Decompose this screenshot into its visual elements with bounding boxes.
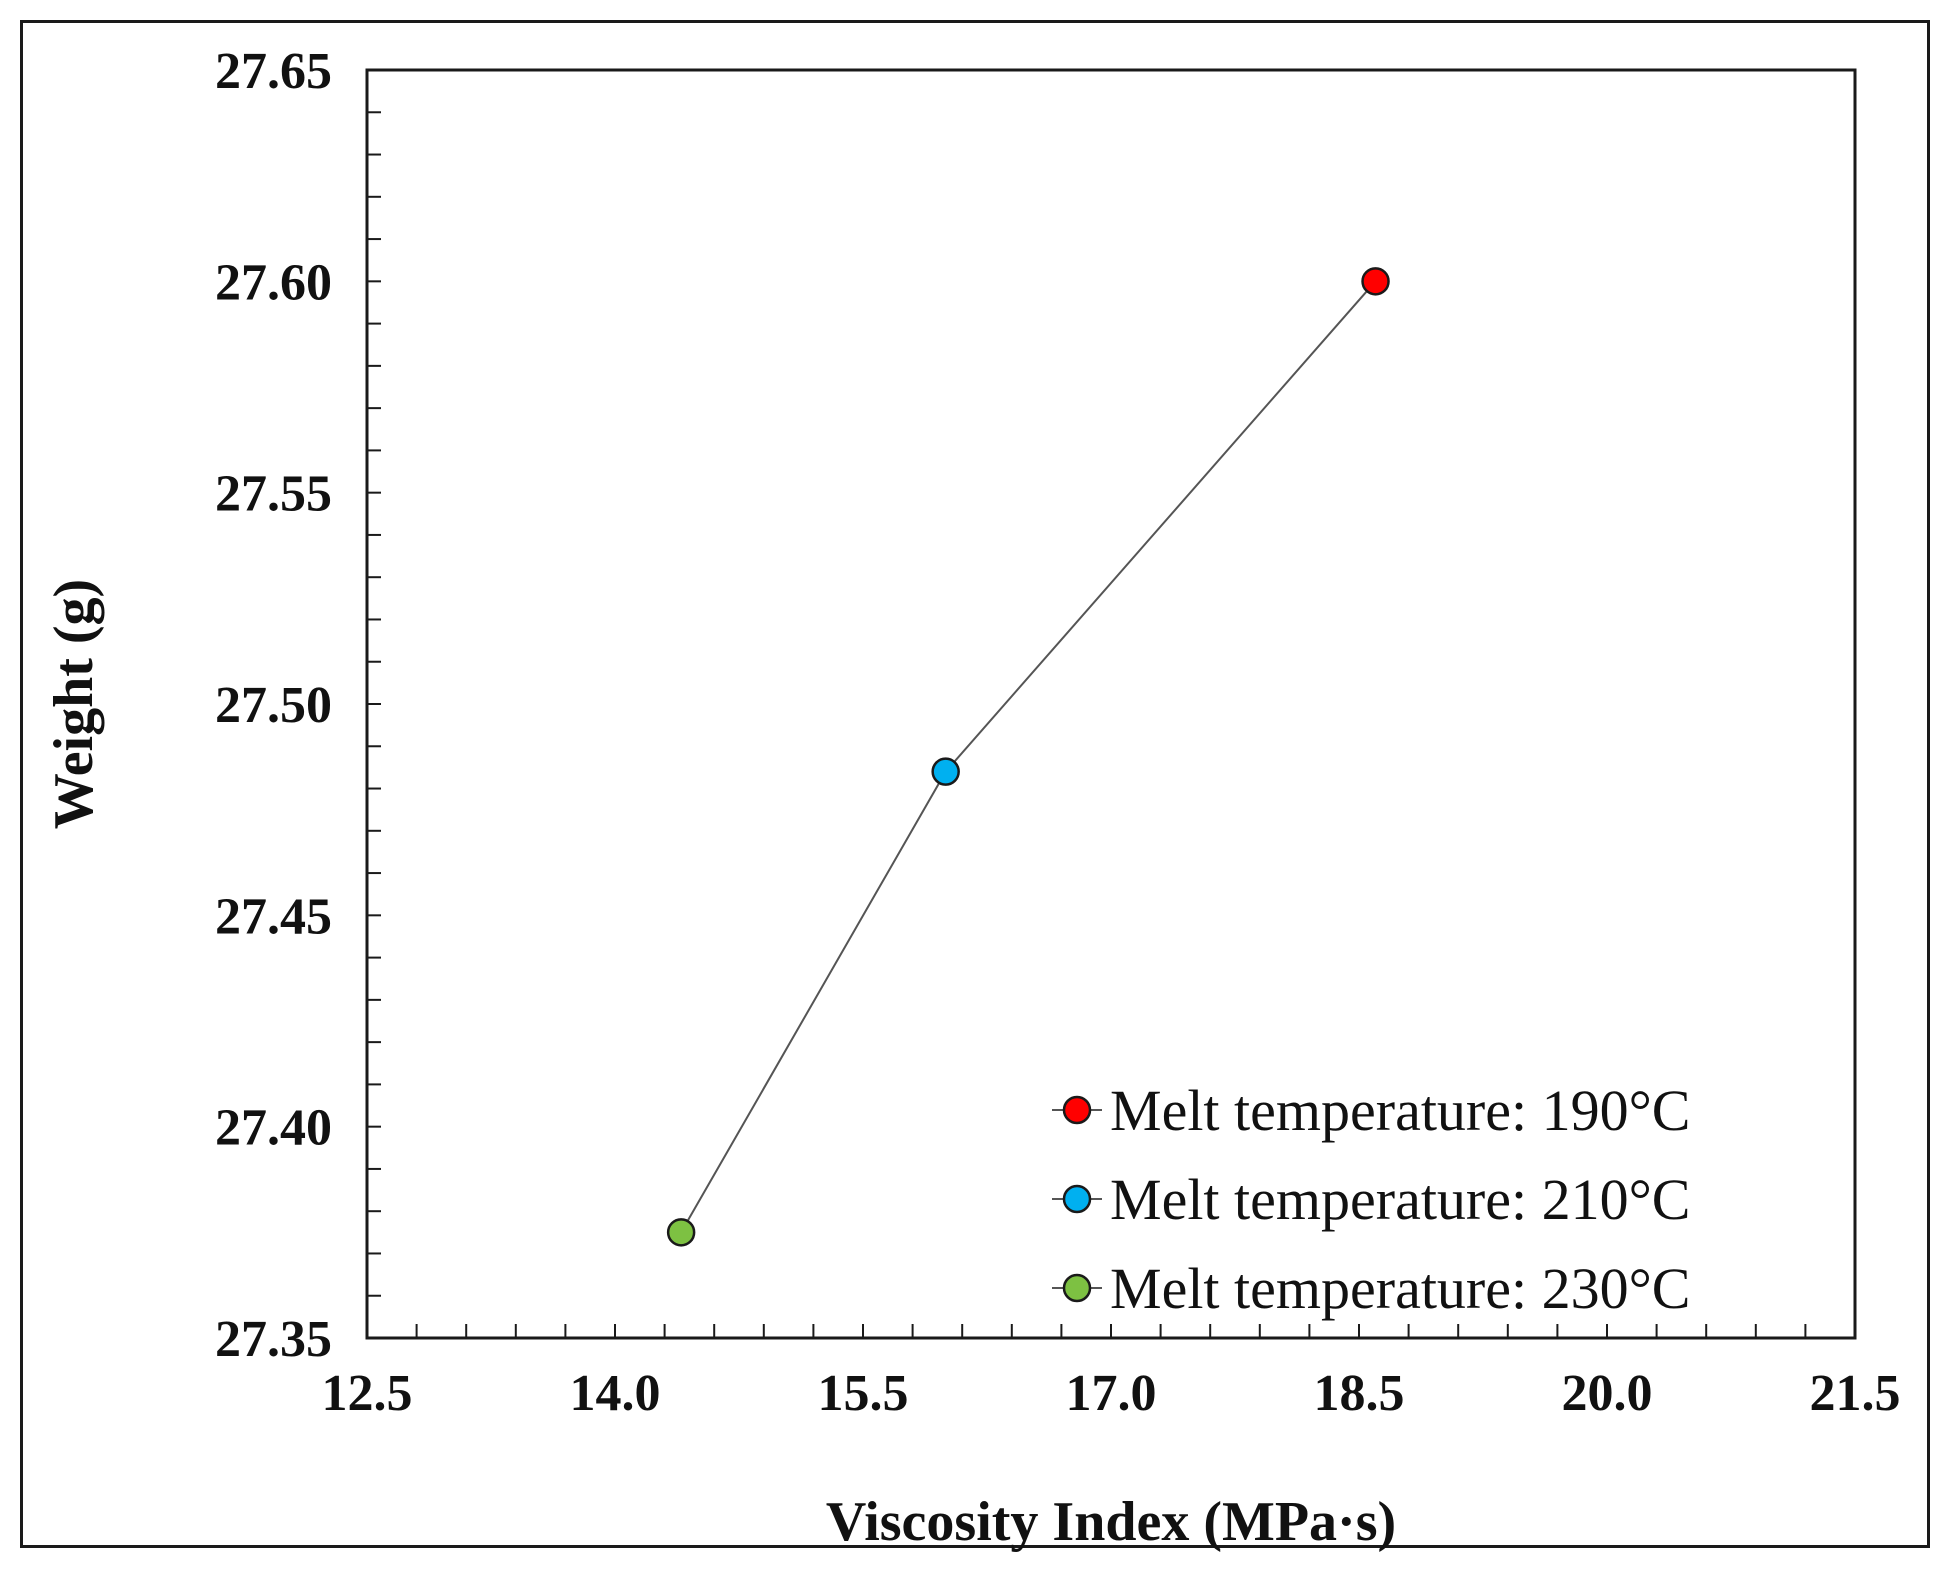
y-tick-label: 27.65 <box>215 43 332 100</box>
legend-label: Melt temperature: 230°C <box>1110 1256 1690 1321</box>
x-tick-label: 18.5 <box>1314 1365 1405 1422</box>
data-point <box>931 757 960 786</box>
legend-marker <box>1062 1095 1092 1125</box>
legend-label: Melt temperature: 210°C <box>1110 1167 1690 1232</box>
minor-ticks <box>367 111 1807 1338</box>
x-tick-label: 17.0 <box>1066 1365 1157 1422</box>
y-tick-labels: 27.35 27.40 27.45 27.50 27.55 27.60 27.65 <box>215 43 332 1368</box>
x-axis-title: Viscosity Index (MPa·s) <box>826 1491 1396 1553</box>
x-tick-label: 14.0 <box>570 1365 661 1422</box>
data-point <box>1361 267 1390 296</box>
plot-area <box>365 68 1857 1340</box>
legend: Melt temperature: 190°C Melt temperature:… <box>1052 1078 1690 1321</box>
data-point <box>666 1218 696 1247</box>
figure-frame <box>20 20 1930 1548</box>
x-tick-label: 12.5 <box>322 1365 413 1422</box>
x-tick-label: 21.5 <box>1810 1365 1901 1422</box>
x-tick-labels: 12.5 14.0 15.5 17.0 18.5 20.0 21.5 <box>322 1365 1901 1422</box>
y-tick-label: 27.60 <box>215 254 332 311</box>
y-tick-label: 27.55 <box>215 466 332 523</box>
x-tick-label: 20.0 <box>1562 1365 1653 1422</box>
y-axis-title: Weight (g) <box>43 579 105 829</box>
x-tick-label: 15.5 <box>818 1365 909 1422</box>
legend-marker <box>1062 1273 1092 1303</box>
y-tick-label: 27.45 <box>215 888 332 945</box>
y-tick-label: 27.50 <box>215 677 332 734</box>
legend-marker <box>1062 1184 1092 1214</box>
data-points <box>666 267 1390 1247</box>
legend-label: Melt temperature: 190°C <box>1110 1078 1690 1143</box>
y-tick-label: 27.40 <box>215 1100 332 1157</box>
y-tick-label: 27.35 <box>215 1311 332 1368</box>
